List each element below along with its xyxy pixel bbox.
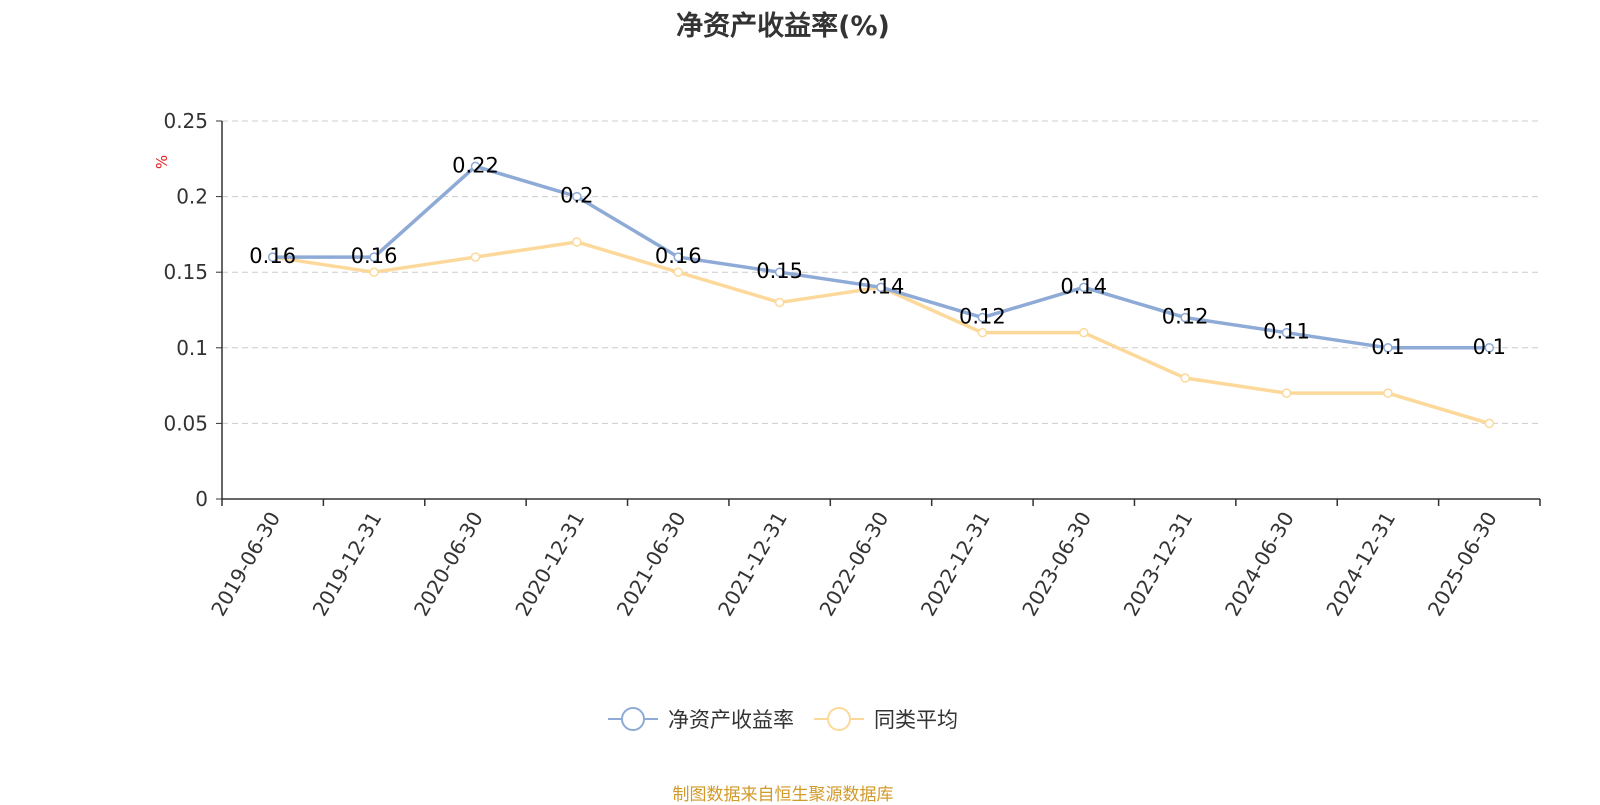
data-label: 0.12 (959, 305, 1006, 329)
data-point (1383, 388, 1393, 398)
x-tick-label: 2020-12-31 (510, 508, 589, 621)
data-point (369, 267, 379, 277)
x-tick-label: 2024-12-31 (1321, 508, 1400, 621)
y-axis-label: % (153, 155, 171, 169)
x-tick-label: 2024-06-30 (1220, 508, 1299, 621)
data-point (1079, 282, 1089, 293)
y-tick-label: 0 (195, 487, 208, 511)
data-point (673, 267, 683, 277)
legend-label: 净资产收益率 (668, 708, 794, 732)
legend-item-roe[interactable]: 净资产收益率 (608, 704, 794, 734)
chart-title: 净资产收益率(%) (676, 11, 890, 42)
data-point (1281, 388, 1292, 398)
data-label: 0.14 (1060, 274, 1107, 298)
data-point (774, 297, 785, 308)
data-point (1484, 418, 1495, 429)
y-tick-label: 0.1 (176, 336, 208, 360)
data-point (977, 327, 988, 338)
data-point (470, 252, 481, 262)
data-label: 0.2 (560, 184, 593, 208)
source-note: 制图数据来自恒生聚源数据库 (672, 785, 894, 805)
x-tick-label: 2023-06-30 (1017, 508, 1096, 621)
legend-item-peer-average[interactable]: 同类平均 (814, 704, 958, 734)
data-point (1180, 312, 1190, 323)
x-tick-label: 2019-06-30 (206, 508, 285, 621)
legend: 净资产收益率 同类平均 (0, 704, 1566, 734)
x-tick-label: 2022-06-30 (814, 508, 893, 621)
data-label: 0.12 (1162, 305, 1209, 329)
y-tick-label: 0.15 (163, 260, 208, 284)
x-tick-label: 2022-12-31 (916, 508, 995, 621)
data-point (673, 252, 683, 262)
data-label: 0.1 (1473, 335, 1506, 359)
data-label: 0.16 (351, 244, 398, 268)
legend-label: 同类平均 (874, 708, 958, 732)
data-point (1484, 343, 1495, 353)
data-point (876, 282, 886, 293)
x-tick-label: 2021-12-31 (713, 508, 792, 621)
data-label: 0.15 (756, 259, 803, 283)
x-tick-label: 2023-12-31 (1119, 508, 1198, 621)
data-label: 0.14 (858, 274, 905, 298)
data-label: 0.1 (1371, 335, 1404, 359)
y-tick-label: 0.2 (176, 185, 208, 209)
data-point (572, 237, 582, 247)
data-point (572, 191, 582, 202)
data-point (1079, 327, 1089, 338)
x-tick-label: 2025-06-30 (1423, 508, 1502, 621)
data-point (470, 161, 481, 172)
data-label: 0.16 (249, 244, 296, 268)
data-label: 0.16 (655, 244, 702, 268)
data-point (1180, 373, 1190, 383)
x-tick-label: 2019-12-31 (308, 508, 387, 621)
data-point (369, 252, 379, 262)
y-tick-label: 0.25 (163, 109, 208, 133)
data-point (774, 267, 785, 277)
y-tick-label: 0.05 (163, 411, 208, 435)
data-label: 0.11 (1263, 320, 1310, 344)
x-tick-label: 2021-06-30 (612, 508, 691, 621)
data-label: 0.22 (452, 153, 499, 177)
legend-marker-icon (814, 707, 864, 731)
data-point (1281, 327, 1292, 338)
data-point (267, 252, 278, 262)
x-tick-label: 2020-06-30 (409, 508, 488, 621)
legend-marker-icon (608, 707, 658, 731)
data-point (1383, 343, 1393, 353)
data-point (977, 312, 988, 323)
